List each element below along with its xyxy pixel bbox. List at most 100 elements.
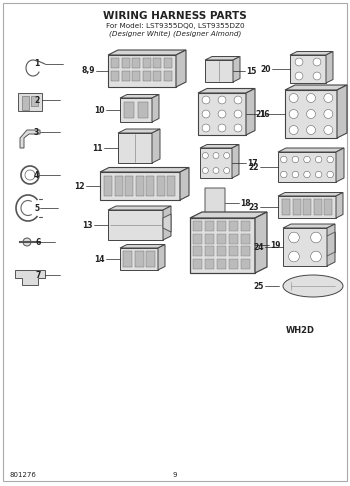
Polygon shape: [327, 224, 335, 266]
Polygon shape: [205, 188, 225, 224]
Bar: [229, 221, 238, 231]
Text: 9: 9: [173, 472, 177, 478]
Bar: [229, 246, 238, 256]
Polygon shape: [290, 55, 326, 83]
Ellipse shape: [283, 275, 343, 297]
Circle shape: [304, 171, 310, 178]
Polygon shape: [200, 144, 239, 148]
Bar: [229, 259, 238, 268]
Polygon shape: [120, 248, 158, 270]
Text: 1: 1: [34, 59, 39, 69]
Circle shape: [292, 156, 299, 163]
Text: 15: 15: [246, 67, 256, 75]
Bar: [153, 71, 161, 81]
Circle shape: [281, 156, 287, 163]
Circle shape: [234, 96, 242, 104]
Polygon shape: [180, 168, 189, 200]
Circle shape: [292, 171, 299, 178]
Polygon shape: [290, 52, 333, 55]
Polygon shape: [152, 94, 159, 122]
Polygon shape: [205, 56, 240, 60]
Text: 5: 5: [34, 204, 39, 212]
Circle shape: [289, 232, 299, 243]
Polygon shape: [108, 50, 186, 55]
Bar: [193, 246, 202, 256]
Polygon shape: [108, 55, 176, 87]
Circle shape: [295, 58, 303, 66]
Circle shape: [324, 93, 333, 103]
Polygon shape: [118, 129, 160, 133]
Polygon shape: [108, 206, 171, 210]
Text: 3: 3: [34, 127, 39, 137]
Text: 21: 21: [256, 109, 266, 119]
Bar: [132, 58, 140, 68]
Polygon shape: [152, 129, 160, 163]
Circle shape: [281, 171, 287, 178]
Polygon shape: [233, 56, 240, 82]
Circle shape: [289, 93, 298, 103]
Circle shape: [324, 125, 333, 135]
Circle shape: [234, 124, 242, 132]
Polygon shape: [190, 218, 255, 273]
Bar: [146, 176, 154, 196]
Bar: [123, 251, 132, 267]
Bar: [153, 58, 161, 68]
Bar: [314, 199, 322, 215]
Bar: [193, 221, 202, 231]
Polygon shape: [326, 52, 333, 83]
Text: 24: 24: [253, 243, 264, 251]
Text: For Model: LST9355DQ0, LST9355DZ0: For Model: LST9355DQ0, LST9355DZ0: [106, 23, 244, 29]
Bar: [156, 176, 164, 196]
Text: 16: 16: [259, 109, 270, 119]
Bar: [205, 259, 214, 268]
Polygon shape: [336, 192, 343, 218]
Bar: [142, 58, 150, 68]
Circle shape: [213, 153, 219, 158]
Polygon shape: [285, 85, 347, 90]
Circle shape: [213, 168, 219, 174]
Circle shape: [327, 171, 334, 178]
Circle shape: [202, 153, 208, 158]
Text: WIRING HARNESS PARTS: WIRING HARNESS PARTS: [103, 11, 247, 21]
Bar: [217, 259, 226, 268]
Polygon shape: [100, 168, 189, 172]
Polygon shape: [198, 93, 246, 135]
Polygon shape: [120, 94, 159, 98]
Bar: [146, 251, 155, 267]
Bar: [217, 233, 226, 243]
Polygon shape: [255, 212, 267, 273]
Bar: [111, 71, 119, 81]
Circle shape: [313, 58, 321, 66]
Bar: [229, 233, 238, 243]
Bar: [241, 233, 250, 243]
Bar: [104, 176, 112, 196]
Polygon shape: [120, 244, 165, 248]
Text: 801276: 801276: [10, 472, 37, 478]
Polygon shape: [278, 148, 344, 152]
Polygon shape: [108, 210, 163, 240]
Polygon shape: [20, 130, 40, 148]
Polygon shape: [283, 228, 327, 266]
Bar: [134, 251, 144, 267]
Bar: [132, 71, 140, 81]
Bar: [18, 93, 42, 111]
Bar: [205, 246, 214, 256]
Bar: [324, 199, 332, 215]
Bar: [22, 96, 29, 110]
Circle shape: [23, 238, 31, 246]
Text: 12: 12: [75, 181, 85, 191]
Bar: [293, 199, 301, 215]
Polygon shape: [163, 214, 171, 232]
Bar: [193, 259, 202, 268]
Circle shape: [295, 72, 303, 80]
Bar: [241, 246, 250, 256]
Polygon shape: [205, 60, 233, 82]
Text: (Designer White) (Designer Almond): (Designer White) (Designer Almond): [109, 31, 241, 37]
Bar: [121, 71, 130, 81]
Polygon shape: [232, 144, 239, 178]
Polygon shape: [176, 50, 186, 87]
Polygon shape: [163, 206, 171, 240]
Text: 18: 18: [240, 198, 251, 208]
Text: 20: 20: [260, 65, 271, 73]
Circle shape: [307, 93, 315, 103]
